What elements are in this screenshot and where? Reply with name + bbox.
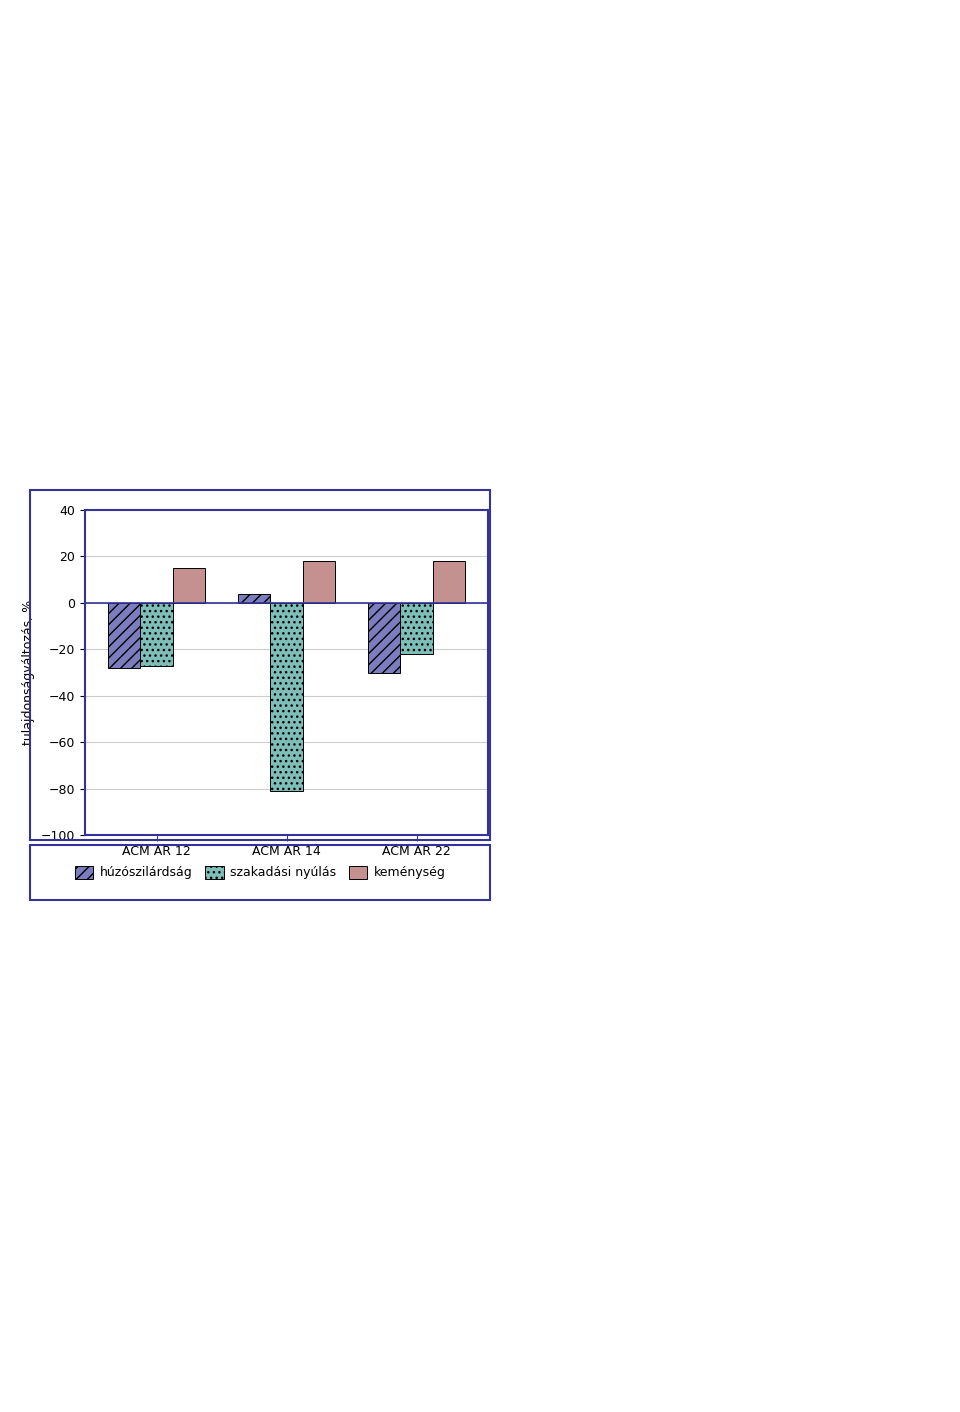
Bar bbox=[108, 603, 140, 668]
Bar bbox=[368, 603, 400, 672]
Bar bbox=[400, 603, 433, 654]
Bar bbox=[238, 593, 271, 603]
Bar bbox=[433, 561, 466, 603]
Bar bbox=[173, 568, 205, 603]
Bar bbox=[271, 603, 302, 791]
Bar bbox=[302, 561, 335, 603]
Y-axis label: tulajdonságváltozás, %: tulajdonságváltozás, % bbox=[22, 600, 36, 746]
Legend: húzószilárdság, szakadási nyúlás, keménység: húzószilárdság, szakadási nyúlás, kemény… bbox=[68, 860, 451, 885]
Bar bbox=[140, 603, 173, 665]
